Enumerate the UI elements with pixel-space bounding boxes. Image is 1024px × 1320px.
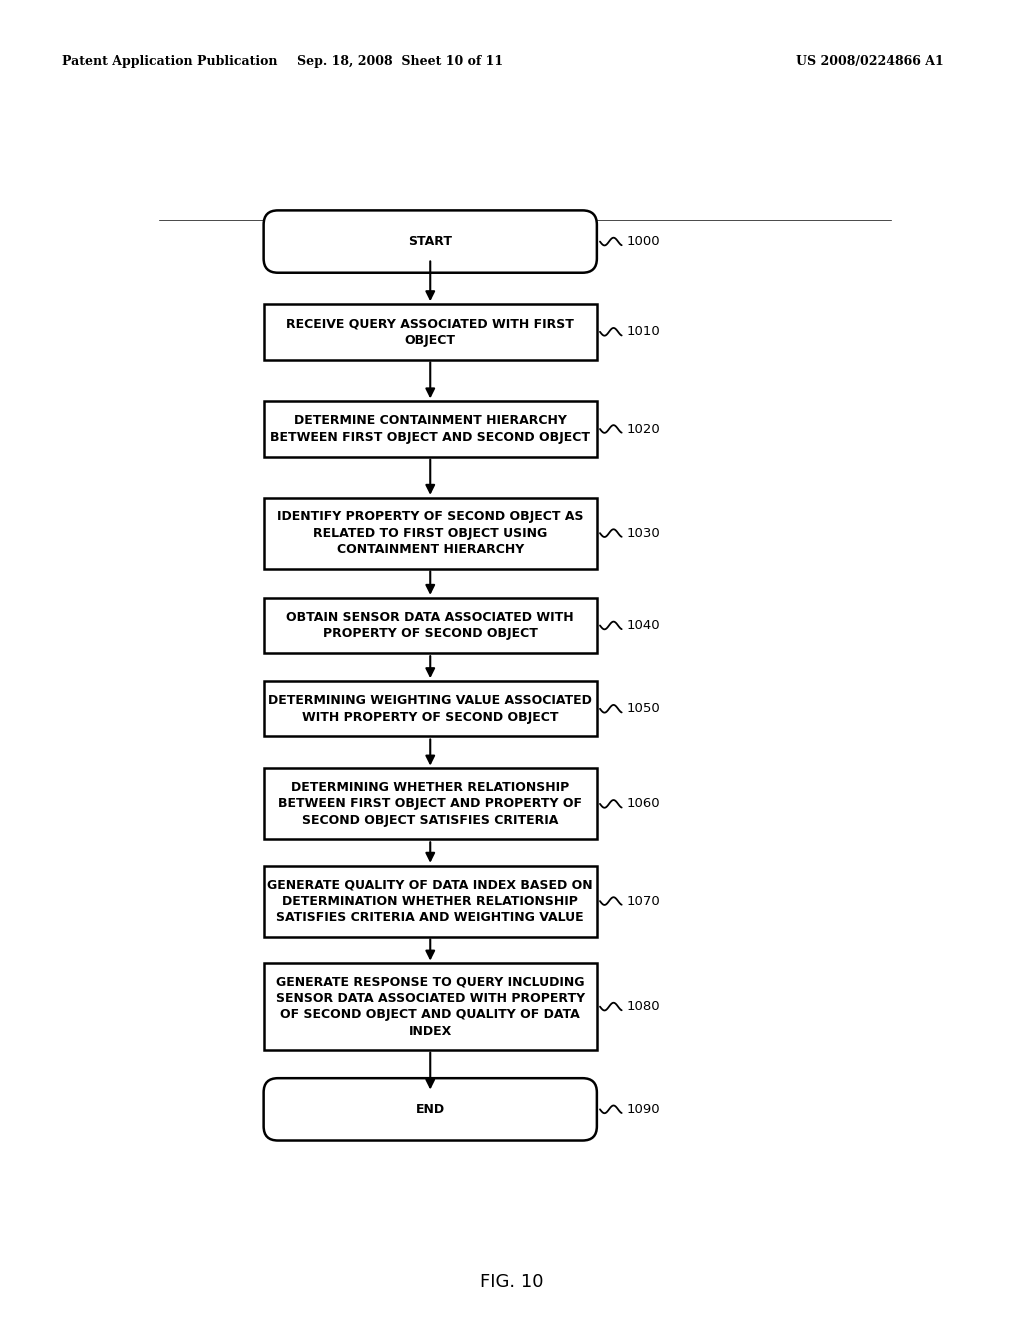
Bar [263,964,597,1049]
Text: 1060: 1060 [627,797,659,810]
Bar [263,304,597,359]
Text: DETERMINE CONTAINMENT HIERARCHY
BETWEEN FIRST OBJECT AND SECOND OBJECT: DETERMINE CONTAINMENT HIERARCHY BETWEEN … [270,414,590,444]
Text: 1080: 1080 [627,1001,659,1014]
Text: GENERATE RESPONSE TO QUERY INCLUDING
SENSOR DATA ASSOCIATED WITH PROPERTY
OF SEC: GENERATE RESPONSE TO QUERY INCLUDING SEN… [275,975,585,1038]
Bar [263,598,597,653]
Text: DETERMINING WHETHER RELATIONSHIP
BETWEEN FIRST OBJECT AND PROPERTY OF
SECOND OBJ: DETERMINING WHETHER RELATIONSHIP BETWEEN… [279,781,583,826]
Bar [263,681,597,737]
Bar [263,768,597,840]
Text: RECEIVE QUERY ASSOCIATED WITH FIRST
OBJECT: RECEIVE QUERY ASSOCIATED WITH FIRST OBJE… [287,317,574,347]
FancyBboxPatch shape [263,210,597,273]
Bar [263,866,597,936]
Text: 1010: 1010 [627,325,660,338]
Text: 1040: 1040 [627,619,659,632]
Text: 1020: 1020 [627,422,660,436]
Text: DETERMINING WEIGHTING VALUE ASSOCIATED
WITH PROPERTY OF SECOND OBJECT: DETERMINING WEIGHTING VALUE ASSOCIATED W… [268,694,592,723]
Text: END: END [416,1102,444,1115]
Text: IDENTIFY PROPERTY OF SECOND OBJECT AS
RELATED TO FIRST OBJECT USING
CONTAINMENT : IDENTIFY PROPERTY OF SECOND OBJECT AS RE… [278,510,584,556]
Text: 1070: 1070 [627,895,660,908]
Text: 1050: 1050 [627,702,660,715]
Text: OBTAIN SENSOR DATA ASSOCIATED WITH
PROPERTY OF SECOND OBJECT: OBTAIN SENSOR DATA ASSOCIATED WITH PROPE… [287,611,574,640]
Text: US 2008/0224866 A1: US 2008/0224866 A1 [796,55,944,69]
Text: 1090: 1090 [627,1102,659,1115]
Text: 1030: 1030 [627,527,660,540]
Text: START: START [409,235,453,248]
Text: 1000: 1000 [627,235,659,248]
Text: Patent Application Publication: Patent Application Publication [62,55,278,69]
Text: FIG. 10: FIG. 10 [480,1272,544,1291]
Text: Sep. 18, 2008  Sheet 10 of 11: Sep. 18, 2008 Sheet 10 of 11 [297,55,503,69]
FancyBboxPatch shape [263,1078,597,1140]
Text: GENERATE QUALITY OF DATA INDEX BASED ON
DETERMINATION WHETHER RELATIONSHIP
SATIS: GENERATE QUALITY OF DATA INDEX BASED ON … [267,878,593,924]
Bar [263,401,597,457]
Bar [263,498,597,569]
